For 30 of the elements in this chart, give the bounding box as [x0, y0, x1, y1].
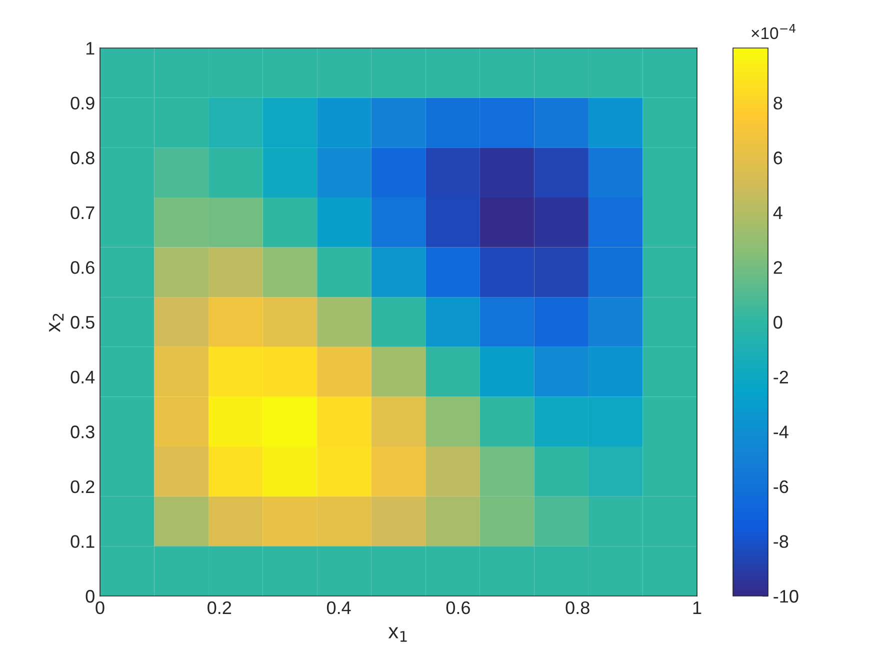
y-tick-label: 0.3: [70, 426, 94, 438]
x-tick-label: 0.8: [566, 601, 590, 614]
x-axis-title: x$_{1}$: [388, 627, 407, 642]
y-tick-label: 0.4: [70, 370, 95, 384]
color-bar-label: 2: [774, 261, 782, 274]
y-tick-label: 0: [86, 590, 94, 603]
color-bar-label: -8: [774, 535, 788, 548]
color-bar-label: -10: [774, 590, 798, 603]
y-tick-label: 0.5: [70, 316, 94, 329]
text: ×10$^{−4}$: [752, 24, 796, 40]
x-tick-label: 0: [96, 601, 104, 614]
y-tick-label: 0.6: [70, 261, 94, 274]
y-tick-label: 1: [86, 42, 94, 55]
x-tick-label: 0.6: [446, 601, 470, 614]
color-bar-label: -2: [774, 370, 788, 384]
y-tick-label: 0.2: [70, 480, 94, 494]
color-bar-label: 4: [773, 206, 782, 219]
color-bar-label: 0: [774, 316, 782, 329]
y-tick-label: 0.1: [70, 535, 94, 548]
y-axis-title: x$_{2}$: [49, 314, 64, 332]
y-tick-label: 0.7: [70, 206, 94, 220]
color-bar-label: 6: [774, 152, 782, 164]
x-tick-label: 0.4: [326, 601, 351, 614]
x-tick-label: 1: [693, 602, 702, 614]
color-bar-label: -6: [774, 480, 788, 494]
x-tick-label: 0.2: [208, 601, 232, 614]
y-tick-label: 0.8: [70, 152, 94, 164]
y-tick-label: 0.9: [70, 96, 94, 110]
color-bar-label: 8: [774, 96, 782, 110]
color-bar-label: -4: [774, 426, 788, 438]
